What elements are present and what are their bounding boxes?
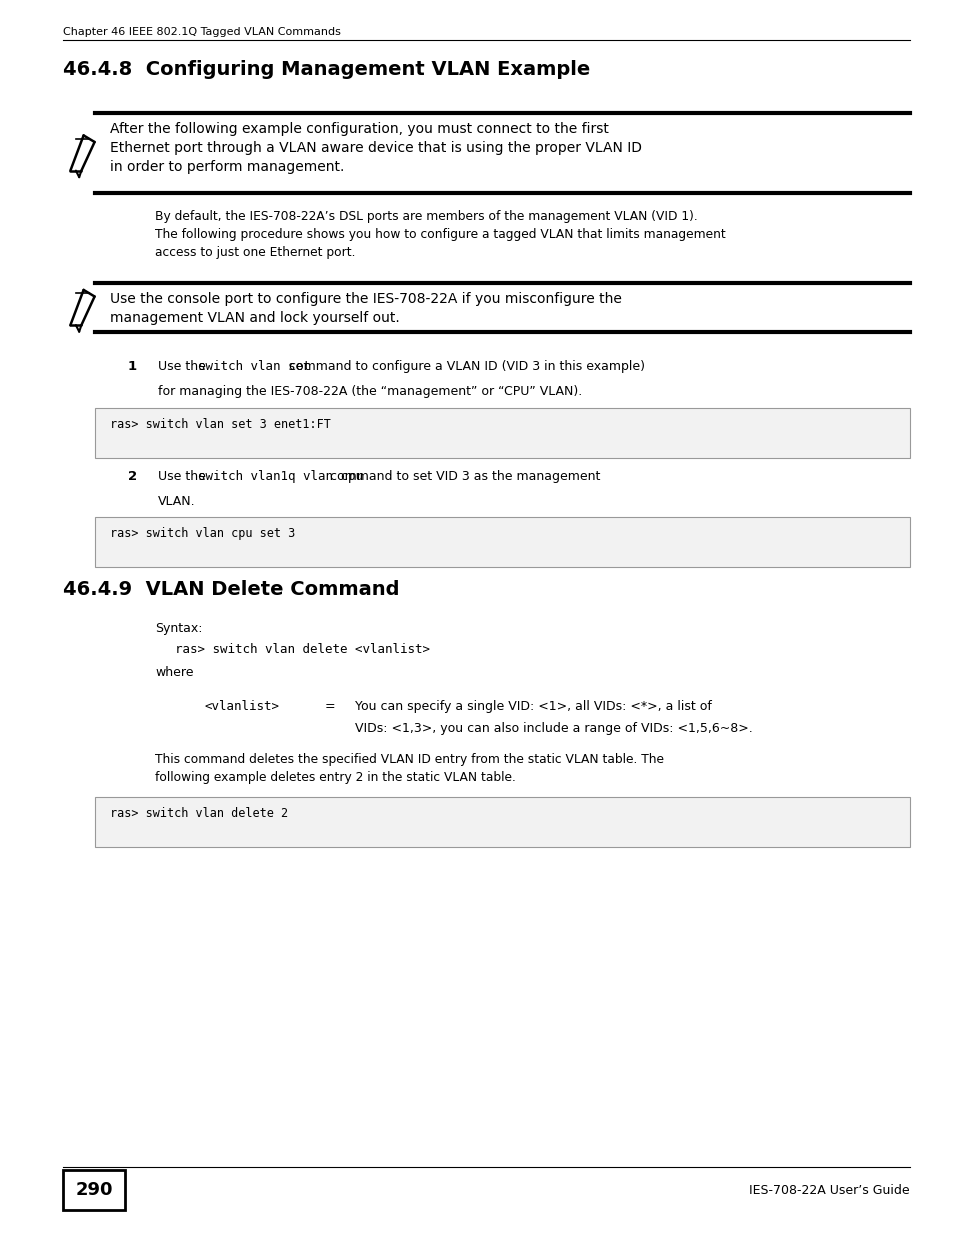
FancyBboxPatch shape (95, 408, 909, 458)
Text: 2: 2 (128, 471, 137, 483)
Text: <vlanlist>: <vlanlist> (205, 700, 280, 713)
Text: ras> switch vlan cpu set 3: ras> switch vlan cpu set 3 (110, 527, 294, 540)
Text: =: = (325, 700, 335, 713)
Text: for managing the IES-708-22A (the “management” or “CPU” VLAN).: for managing the IES-708-22A (the “manag… (158, 385, 581, 398)
Text: ras> switch vlan set 3 enet1:FT: ras> switch vlan set 3 enet1:FT (110, 417, 331, 431)
Text: Syntax:: Syntax: (154, 622, 202, 635)
Text: Use the: Use the (158, 471, 210, 483)
Text: Use the: Use the (158, 359, 210, 373)
Text: 46.4.9  VLAN Delete Command: 46.4.9 VLAN Delete Command (63, 580, 399, 599)
Text: VLAN.: VLAN. (158, 495, 195, 508)
Text: switch vlan1q vlan cpu: switch vlan1q vlan cpu (198, 471, 363, 483)
Text: where: where (154, 666, 193, 679)
FancyBboxPatch shape (63, 1170, 125, 1210)
Text: switch vlan set: switch vlan set (198, 359, 310, 373)
Text: After the following example configuration, you must connect to the first
Etherne: After the following example configuratio… (110, 122, 641, 174)
Text: VIDs: <1,3>, you can also include a range of VIDs: <1,5,6~8>.: VIDs: <1,3>, you can also include a rang… (355, 722, 752, 735)
Text: ras> switch vlan delete 2: ras> switch vlan delete 2 (110, 806, 288, 820)
Text: Use the console port to configure the IES-708-22A if you misconfigure the
manage: Use the console port to configure the IE… (110, 291, 621, 325)
Text: IES-708-22A User’s Guide: IES-708-22A User’s Guide (749, 1183, 909, 1197)
Text: 46.4.8  Configuring Management VLAN Example: 46.4.8 Configuring Management VLAN Examp… (63, 61, 590, 79)
Text: ras> switch vlan delete <vlanlist>: ras> switch vlan delete <vlanlist> (174, 643, 430, 656)
Text: command to set VID 3 as the management: command to set VID 3 as the management (325, 471, 599, 483)
Text: command to configure a VLAN ID (VID 3 in this example): command to configure a VLAN ID (VID 3 in… (285, 359, 644, 373)
Text: 1: 1 (128, 359, 137, 373)
Text: By default, the IES-708-22A’s DSL ports are members of the management VLAN (VID : By default, the IES-708-22A’s DSL ports … (154, 210, 725, 259)
Text: You can specify a single VID: <1>, all VIDs: <*>, a list of: You can specify a single VID: <1>, all V… (355, 700, 711, 713)
FancyBboxPatch shape (95, 797, 909, 847)
FancyBboxPatch shape (95, 517, 909, 567)
Text: Chapter 46 IEEE 802.1Q Tagged VLAN Commands: Chapter 46 IEEE 802.1Q Tagged VLAN Comma… (63, 27, 340, 37)
Text: 290: 290 (75, 1181, 112, 1199)
Text: This command deletes the specified VLAN ID entry from the static VLAN table. The: This command deletes the specified VLAN … (154, 753, 663, 784)
